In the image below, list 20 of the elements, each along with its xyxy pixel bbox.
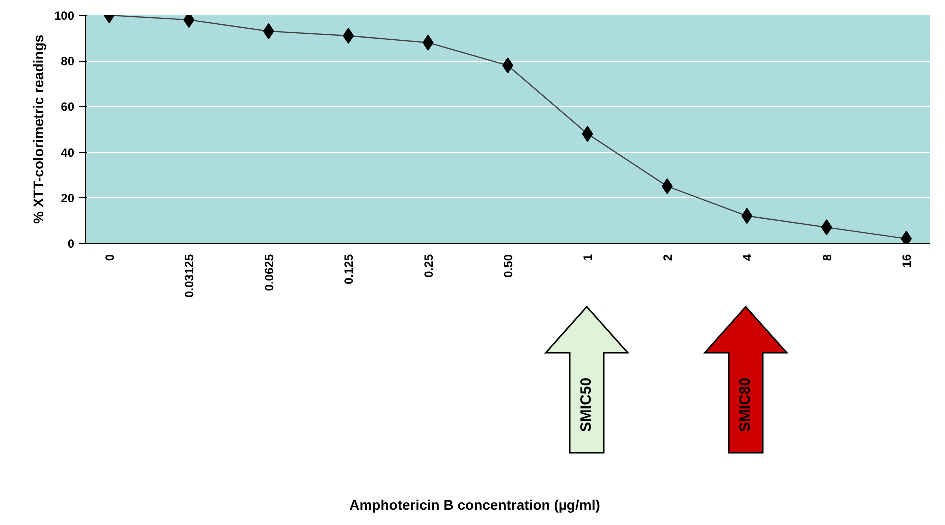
y-tick-label: 60 xyxy=(61,100,75,114)
x-tick-label: 0.0625 xyxy=(262,254,276,292)
x-tick-label: 2 xyxy=(660,254,675,262)
y-tick-label: 0 xyxy=(68,237,75,251)
text: Amphotericin B concentration (µg/ml) xyxy=(348,496,602,515)
y-tick-label: 40 xyxy=(61,146,75,160)
y-tick-label: 20 xyxy=(61,191,75,206)
x-tick-label: 0.25 xyxy=(422,254,436,278)
x-tick-label: 1 xyxy=(581,254,596,262)
y-tick-label: 100 xyxy=(54,9,75,23)
point xyxy=(662,178,673,194)
y-axis-title: % XTT-colorimetric readings xyxy=(30,34,46,224)
x-tick-label: 0.125 xyxy=(342,254,356,285)
x-tick-label: 0 xyxy=(102,254,117,262)
x-tick-label: 0.50 xyxy=(502,254,516,278)
y-tick-label: 80 xyxy=(61,54,75,69)
x-tick-label: 4 xyxy=(740,254,755,262)
x-tick-label: 8 xyxy=(820,254,834,262)
x-tick-label: 16 xyxy=(900,254,914,268)
x-tick-label: 0.03125 xyxy=(182,254,197,298)
